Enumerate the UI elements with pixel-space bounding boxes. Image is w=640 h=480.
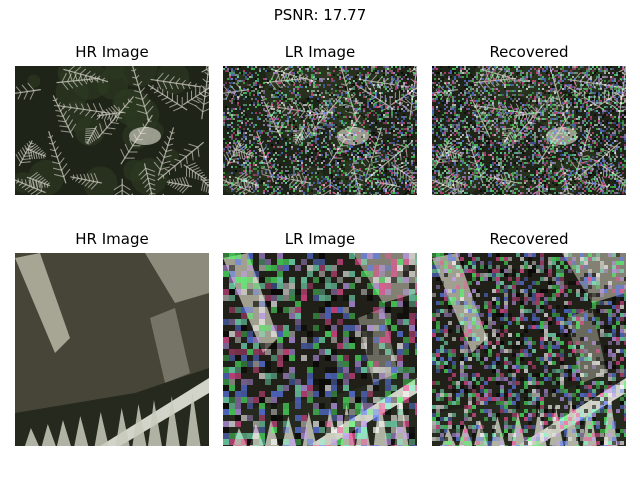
hr-image-crop bbox=[15, 253, 209, 446]
lr-image-crop bbox=[223, 253, 417, 446]
panel-title-lr-crop: LR Image bbox=[284, 230, 356, 248]
recovered-crop-canvas bbox=[432, 253, 626, 446]
lr-image-overview bbox=[223, 66, 417, 195]
panel-title-recovered-crop: Recovered bbox=[489, 230, 569, 248]
panel-title-hr-overview: HR Image bbox=[75, 43, 149, 61]
hr-overview-canvas bbox=[15, 66, 209, 195]
figure-title: PSNR: 17.77 bbox=[273, 6, 367, 24]
hr-image-overview bbox=[15, 66, 209, 195]
panel-title-lr-overview: LR Image bbox=[284, 43, 356, 61]
recovered-overview-canvas bbox=[432, 66, 626, 195]
hr-crop-canvas bbox=[15, 253, 209, 446]
panel-title-hr-crop: HR Image bbox=[75, 230, 149, 248]
lr-crop-canvas bbox=[223, 253, 417, 446]
panel-title-recovered-overview: Recovered bbox=[489, 43, 569, 61]
lr-overview-canvas bbox=[223, 66, 417, 195]
recovered-image-crop bbox=[432, 253, 626, 446]
recovered-image-overview bbox=[432, 66, 626, 195]
